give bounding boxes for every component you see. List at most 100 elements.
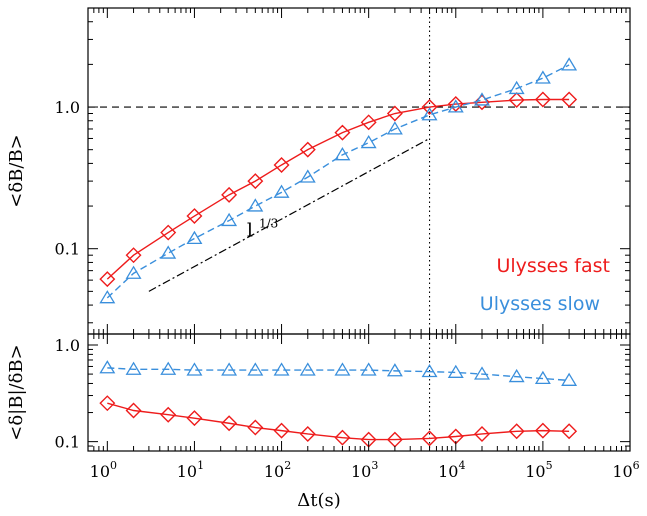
- bot-ulysses-slow-triangle-marker: [221, 362, 238, 376]
- power-law-guide-label-base: l: [247, 219, 253, 241]
- x-tick-label-exponent: 2: [284, 459, 291, 472]
- top-ulysses-slow-triangle-marker: [160, 245, 177, 259]
- bot-y-tick-label: 0.1: [55, 433, 80, 452]
- top-ulysses-slow-triangle-marker: [561, 57, 578, 71]
- bot-ulysses-slow-triangle-marker: [99, 360, 116, 374]
- top-ulysses-fast-diamond-marker: [247, 173, 264, 190]
- x-axis-title: Δt(s): [297, 490, 341, 511]
- bot-ulysses-slow-triangle-marker: [160, 361, 177, 375]
- top-ulysses-fast-diamond-marker: [299, 141, 316, 158]
- bot-ulysses-fast-diamond-marker: [474, 425, 490, 442]
- power-law-guide-label: l 1/3: [247, 216, 278, 241]
- bot-ulysses-slow-triangle-marker: [186, 362, 203, 376]
- bot-ulysses-fast-diamond-marker: [334, 429, 351, 446]
- top-ulysses-slow-triangle-marker: [474, 92, 490, 106]
- x-tick-label-base: 10: [177, 462, 197, 481]
- power-law-guide-label-exponent: 1/3: [259, 216, 278, 230]
- top-ulysses-slow-triangle-marker: [447, 99, 464, 113]
- top-ulysses-slow-triangle-marker: [534, 70, 551, 84]
- top-ulysses-fast-diamond-marker: [534, 91, 551, 108]
- bot-ulysses-slow-triangle-marker: [273, 362, 290, 376]
- bot-ulysses-fast-diamond-marker: [273, 422, 290, 439]
- x-tick-label: 101: [177, 459, 204, 481]
- bottom-plot-frame: [87, 333, 631, 452]
- top-y-tick-label: 0.1: [55, 240, 80, 259]
- x-tick-label: 105: [525, 459, 552, 481]
- bot-ulysses-fast-diamond-marker: [421, 430, 438, 447]
- bot-ulysses-slow-triangle-marker: [534, 370, 551, 385]
- top-ulysses-fast-diamond-marker: [99, 271, 116, 288]
- bot-ulysses-fast-diamond-marker: [99, 395, 116, 412]
- top-ulysses-fast-diamond-marker: [508, 92, 525, 109]
- bot-ulysses-slow-triangle-marker: [360, 362, 377, 376]
- top-panel: 0.11.0 <δB/B> Ulysses fast Ulysses slow …: [6, 7, 631, 335]
- x-tick-label-exponent: 3: [371, 459, 378, 472]
- x-tick-label-base: 10: [90, 462, 110, 481]
- top-ulysses-slow-triangle-marker: [386, 121, 403, 135]
- top-ulysses-fast-diamond-marker: [421, 99, 438, 116]
- top-ulysses-fast-diamond-marker: [125, 247, 142, 264]
- top-series-line-ulysses-slow: [106, 64, 570, 299]
- x-tick-label-base: 10: [438, 462, 458, 481]
- x-tick-label: 102: [264, 459, 291, 481]
- bottom-series: [99, 360, 578, 448]
- x-tick-label-exponent: 6: [633, 459, 640, 472]
- bot-ulysses-fast-diamond-marker: [299, 425, 316, 442]
- top-ulysses-slow-triangle-marker: [421, 107, 438, 121]
- bot-series-line-ulysses-slow: [107, 367, 570, 382]
- x-tick-label-exponent: 0: [110, 459, 117, 472]
- top-ulysses-fast-diamond-marker: [334, 124, 351, 141]
- x-tick-label-exponent: 1: [197, 459, 204, 472]
- top-ulysses-fast-diamond-marker: [160, 224, 177, 241]
- top-ulysses-slow-triangle-marker: [273, 184, 290, 198]
- top-power-law-guide: [148, 137, 430, 292]
- top-ulysses-slow-triangle-marker: [360, 134, 377, 149]
- top-ulysses-fast-diamond-marker: [561, 91, 578, 108]
- top-reference-lines: [88, 8, 630, 334]
- x-tick-label: 103: [351, 459, 378, 481]
- bot-ulysses-fast-diamond-marker: [508, 423, 525, 440]
- bot-ulysses-slow-triangle-marker: [447, 364, 464, 378]
- x-tick-label-base: 10: [264, 462, 284, 481]
- bot-ulysses-slow-triangle-marker: [386, 363, 403, 377]
- bot-ulysses-fast-diamond-marker: [561, 423, 578, 440]
- top-ulysses-slow-triangle-marker: [125, 265, 142, 279]
- top-series-line-ulysses-fast: [106, 98, 570, 280]
- top-y-axis-title: <δB/B>: [6, 134, 27, 208]
- top-ulysses-slow-triangle-marker: [99, 290, 116, 304]
- bot-ulysses-slow-triangle-marker: [334, 362, 351, 376]
- top-series: [99, 57, 578, 304]
- top-ulysses-fast-diamond-marker: [386, 105, 403, 122]
- bot-ulysses-slow-triangle-marker: [561, 372, 578, 386]
- top-ulysses-slow-triangle-marker: [247, 198, 264, 212]
- top-ulysses-slow-triangle-marker: [221, 212, 238, 227]
- top-ulysses-fast-diamond-marker: [447, 96, 464, 113]
- top-ulysses-fast-diamond-marker: [186, 208, 203, 225]
- top-ulysses-slow-triangle-marker: [334, 147, 351, 161]
- top-axis-ticks: 0.1 1.0: [55, 7, 631, 334]
- top-ulysses-fast-diamond-marker: [474, 94, 490, 111]
- top-ulysses-slow-triangle-marker: [299, 169, 316, 183]
- bot-ulysses-fast-diamond-marker: [534, 422, 551, 439]
- x-tick-label-base: 10: [612, 462, 632, 481]
- bot-series-line-ulysses-fast: [107, 402, 570, 441]
- top-ulysses-slow-triangle-marker: [186, 230, 203, 245]
- legend-entry-ulysses-slow: Ulysses slow: [480, 293, 600, 315]
- power-law-guide-line: [148, 137, 430, 292]
- bot-ulysses-slow-triangle-marker: [421, 363, 438, 378]
- bot-ulysses-fast-diamond-marker: [186, 410, 203, 427]
- bot-ulysses-slow-triangle-marker: [247, 362, 264, 376]
- top-ulysses-fast-diamond-marker: [360, 114, 377, 131]
- x-tick-label: 106: [612, 459, 639, 481]
- bot-ulysses-slow-triangle-marker: [125, 361, 142, 375]
- bot-ulysses-fast-diamond-marker: [221, 415, 238, 432]
- top-y-tick-label: 1.0: [55, 98, 80, 117]
- x-tick-label: 100: [90, 459, 117, 481]
- top-ulysses-fast-diamond-marker: [221, 186, 238, 203]
- legend: Ulysses fast Ulysses slow: [480, 255, 610, 315]
- legend-entry-ulysses-fast: Ulysses fast: [496, 255, 610, 277]
